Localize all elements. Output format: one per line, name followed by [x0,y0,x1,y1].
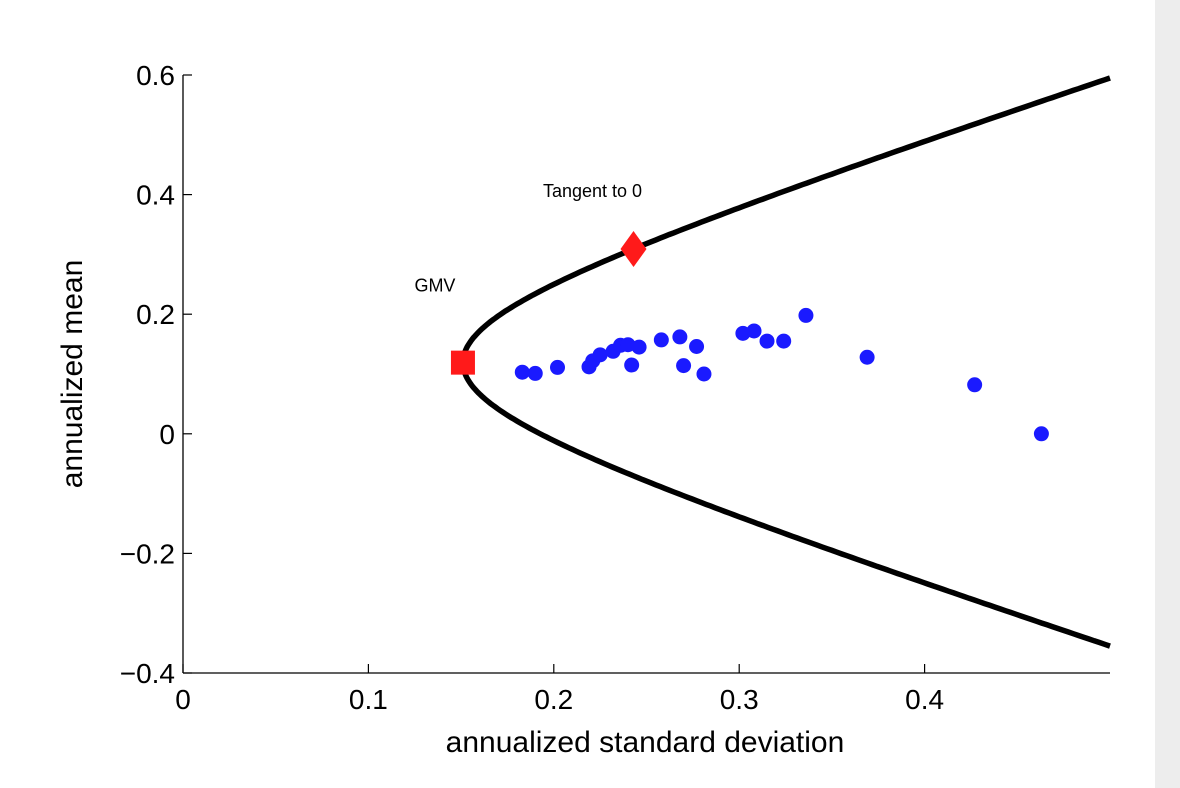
asset-point [798,307,814,323]
asset-point [967,377,983,393]
gmv-annotation: GMV [414,276,455,296]
axes: −0.4 −0.2 0 0.2 0.4 0.6 0 0.1 0.2 0.3 0.4 [120,60,1110,715]
x-axis-label: annualized standard deviation [446,726,845,759]
x-tick-label: 0.4 [905,684,944,715]
asset-point [514,364,530,380]
labels-layer: annualized standard deviation annualized… [56,260,844,759]
x-tick-label: 0.3 [720,684,759,715]
x-tick-label: 0 [175,684,191,715]
asset-point [672,329,688,345]
asset-point [746,323,762,339]
asset-point [550,359,566,375]
y-tick-label: 0.2 [136,299,175,330]
y-tick-label: 0.6 [136,60,175,91]
special-points-layer: GMV Tangent to 0 [414,181,647,375]
tangent-annotation: Tangent to 0 [543,181,642,201]
y-axis-label: annualized mean [56,260,89,489]
asset-point [676,358,692,374]
points-layer [514,307,1049,442]
y-tick-label: −0.4 [120,658,175,689]
asset-point [527,365,543,381]
asset-point [776,333,792,349]
x-tick-label: 0.2 [534,684,573,715]
asset-point [859,349,875,365]
asset-point [1033,426,1049,442]
asset-point [696,366,712,382]
y-tick-label: 0 [159,419,175,450]
y-tick-label: 0.4 [136,180,175,211]
y-tick-label: −0.2 [120,538,175,569]
tangent-marker [620,231,647,268]
asset-point [689,338,705,354]
asset-point [653,332,669,348]
x-tick-label: 0.1 [349,684,388,715]
asset-point [592,347,608,363]
asset-point [759,333,775,349]
asset-point [631,339,647,355]
gmv-marker [450,350,475,375]
window-edge [1155,0,1180,788]
asset-point [624,357,640,373]
